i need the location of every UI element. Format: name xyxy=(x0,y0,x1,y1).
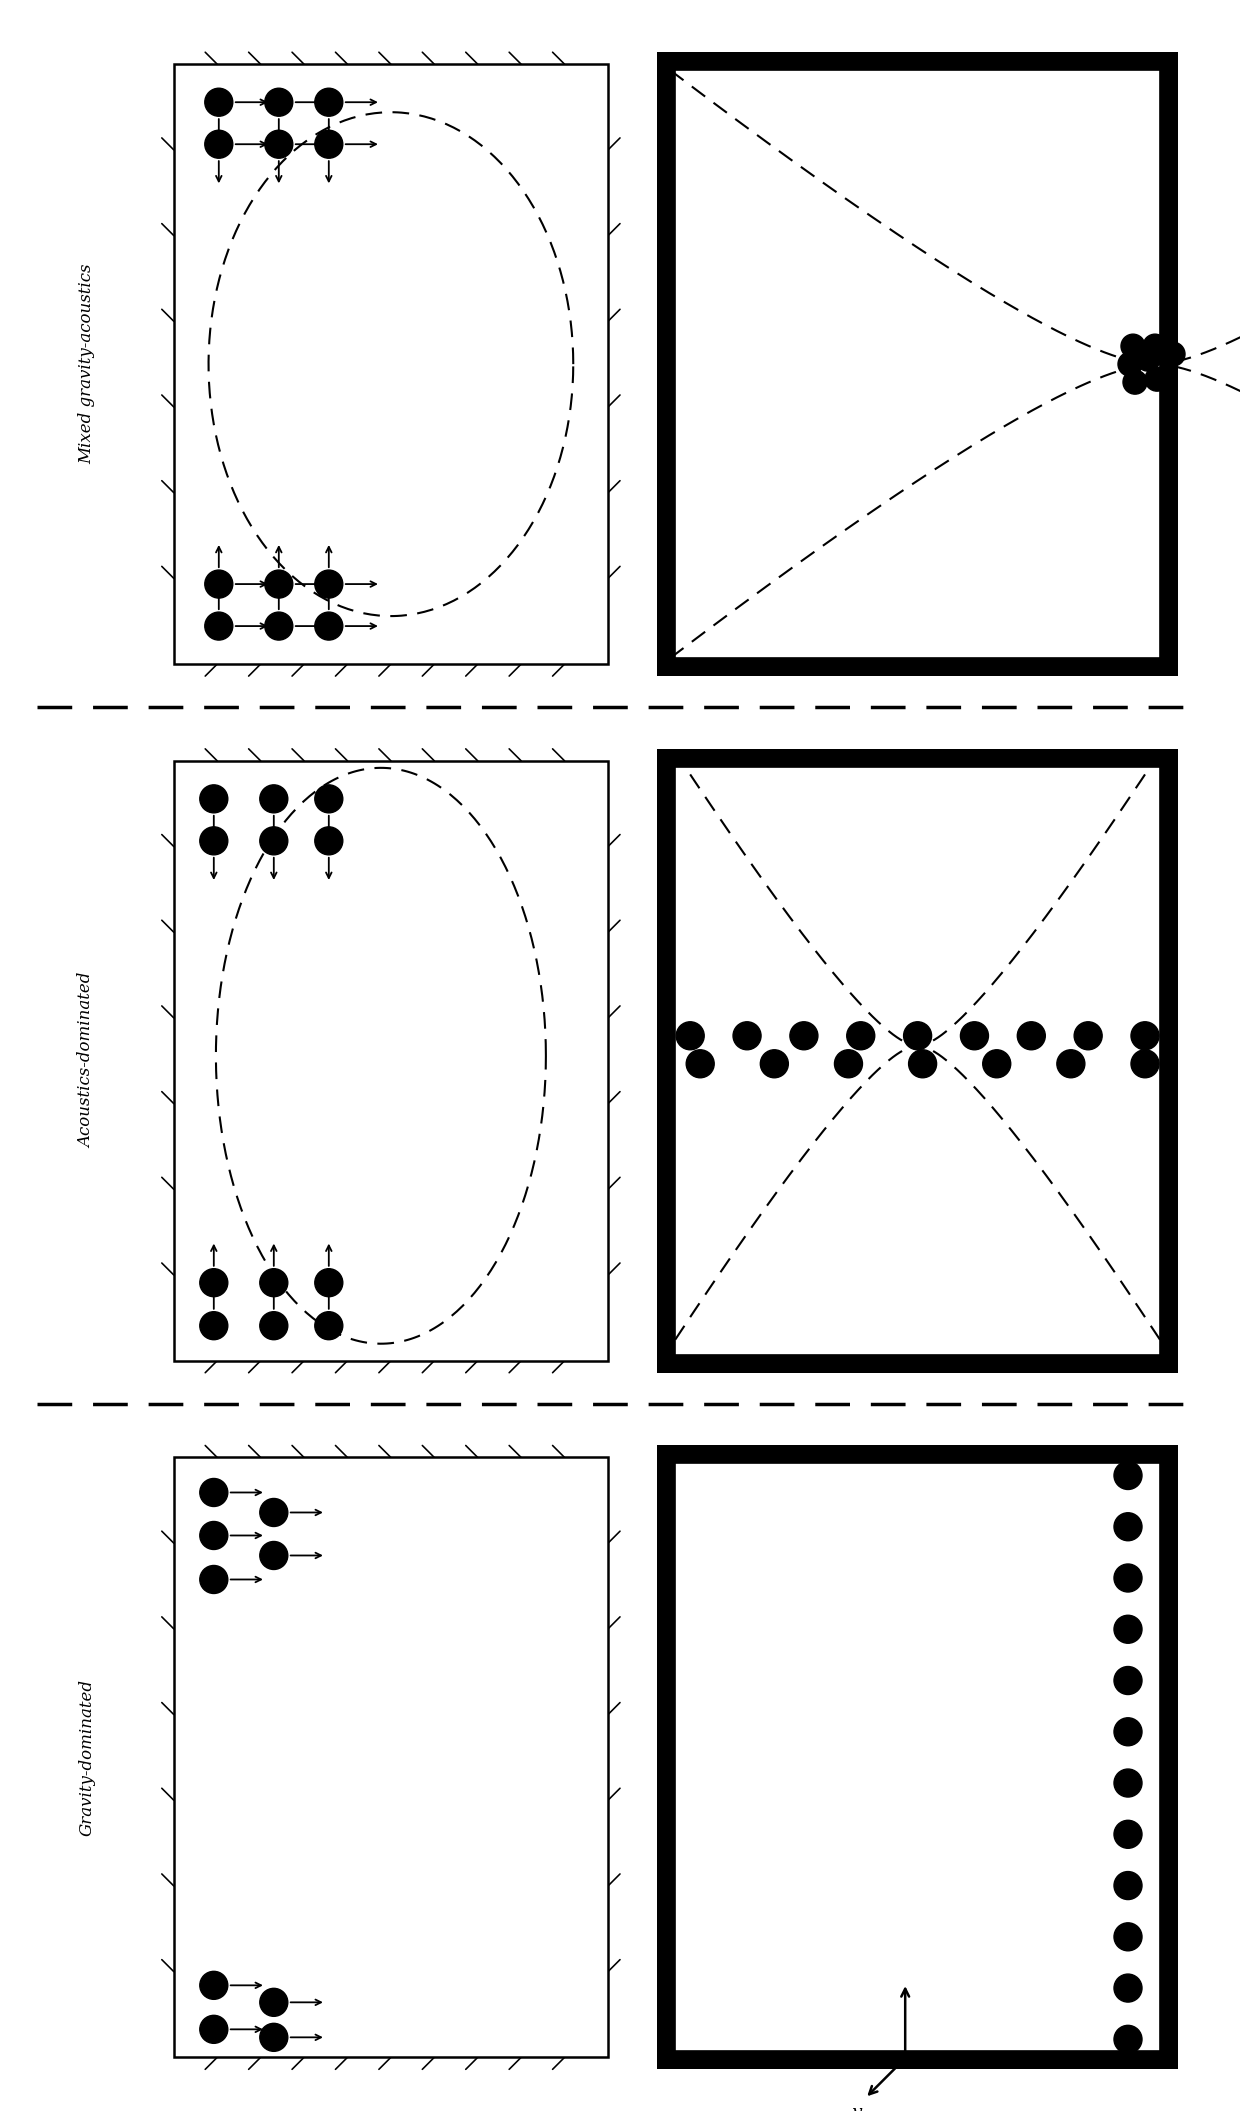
Bar xyxy=(174,1457,608,2058)
Circle shape xyxy=(1114,1769,1142,1796)
Circle shape xyxy=(733,1022,761,1049)
Circle shape xyxy=(315,612,342,640)
Circle shape xyxy=(265,89,293,116)
Circle shape xyxy=(265,570,293,597)
Circle shape xyxy=(1131,1022,1159,1049)
Circle shape xyxy=(790,1022,818,1049)
Circle shape xyxy=(1074,1022,1102,1049)
Circle shape xyxy=(260,1541,288,1568)
Text: Gravity-dominated: Gravity-dominated xyxy=(78,1678,95,1837)
Circle shape xyxy=(315,828,342,855)
Circle shape xyxy=(676,1022,704,1049)
Circle shape xyxy=(1114,1923,1142,1951)
Circle shape xyxy=(1131,1049,1159,1079)
Circle shape xyxy=(260,785,288,813)
Text: z: z xyxy=(775,2050,785,2067)
Circle shape xyxy=(835,1049,863,1079)
Circle shape xyxy=(200,1566,228,1594)
Circle shape xyxy=(1114,1666,1142,1695)
Circle shape xyxy=(909,1049,936,1079)
Circle shape xyxy=(200,1972,228,1999)
Circle shape xyxy=(1121,334,1145,359)
Circle shape xyxy=(260,1499,288,1526)
Circle shape xyxy=(205,570,233,597)
Circle shape xyxy=(205,612,233,640)
Circle shape xyxy=(200,1311,228,1340)
Circle shape xyxy=(1161,342,1185,365)
Circle shape xyxy=(686,1049,714,1079)
Circle shape xyxy=(315,1269,342,1296)
Circle shape xyxy=(200,2016,228,2043)
Circle shape xyxy=(315,785,342,813)
Circle shape xyxy=(1136,346,1159,372)
Circle shape xyxy=(1114,1872,1142,1900)
Circle shape xyxy=(315,1311,342,1340)
Circle shape xyxy=(260,1269,288,1296)
Text: Acoustics-dominated: Acoustics-dominated xyxy=(78,973,95,1148)
Circle shape xyxy=(1056,1049,1085,1079)
Circle shape xyxy=(1017,1022,1045,1049)
Circle shape xyxy=(260,828,288,855)
Circle shape xyxy=(1114,1564,1142,1592)
Circle shape xyxy=(1114,1461,1142,1490)
Circle shape xyxy=(200,1269,228,1296)
Circle shape xyxy=(260,1311,288,1340)
Circle shape xyxy=(200,828,228,855)
Circle shape xyxy=(205,131,233,158)
Circle shape xyxy=(315,131,342,158)
Circle shape xyxy=(961,1022,988,1049)
Circle shape xyxy=(983,1049,1011,1079)
Circle shape xyxy=(265,131,293,158)
Circle shape xyxy=(260,2022,288,2052)
Circle shape xyxy=(1114,1718,1142,1746)
Text: Mixed gravity-acoustics: Mixed gravity-acoustics xyxy=(78,264,95,464)
Circle shape xyxy=(200,785,228,813)
Circle shape xyxy=(315,570,342,597)
Bar xyxy=(657,53,1178,676)
Circle shape xyxy=(200,1522,228,1549)
Bar xyxy=(657,749,1178,1372)
Circle shape xyxy=(1123,369,1147,395)
Bar xyxy=(174,63,608,665)
Circle shape xyxy=(315,89,342,116)
Circle shape xyxy=(1143,334,1167,359)
Circle shape xyxy=(1114,1820,1142,1849)
Circle shape xyxy=(1114,1615,1142,1642)
Circle shape xyxy=(1114,1514,1142,1541)
Text: y: y xyxy=(852,2105,862,2111)
Circle shape xyxy=(1118,353,1142,376)
Bar xyxy=(676,1463,1159,2052)
Circle shape xyxy=(200,1478,228,1507)
Bar xyxy=(657,1446,1178,2069)
Circle shape xyxy=(1114,1974,1142,2001)
Text: Fig. 1: Fig. 1 xyxy=(1065,1131,1117,1148)
Text: x: x xyxy=(915,1961,925,1980)
Circle shape xyxy=(1145,367,1169,391)
Bar xyxy=(676,70,1159,659)
Circle shape xyxy=(265,612,293,640)
Circle shape xyxy=(1114,2024,1142,2054)
Circle shape xyxy=(904,1022,931,1049)
Bar xyxy=(174,760,608,1362)
Bar xyxy=(676,766,1159,1355)
Circle shape xyxy=(760,1049,789,1079)
Circle shape xyxy=(205,89,233,116)
Circle shape xyxy=(260,1989,288,2016)
Circle shape xyxy=(847,1022,874,1049)
